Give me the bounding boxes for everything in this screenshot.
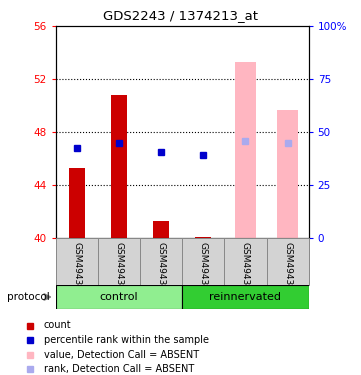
Bar [56, 285, 182, 309]
Bar [153, 221, 169, 238]
Bar [195, 237, 211, 238]
Text: reinnervated: reinnervated [209, 292, 282, 302]
Bar [266, 238, 309, 285]
Text: GSM49437: GSM49437 [283, 242, 292, 291]
Text: GSM49434: GSM49434 [115, 242, 123, 291]
Text: control: control [100, 292, 138, 302]
Bar [111, 95, 127, 238]
Text: GSM49436: GSM49436 [157, 242, 166, 291]
Text: GSM49433: GSM49433 [199, 242, 208, 291]
Text: value, Detection Call = ABSENT: value, Detection Call = ABSENT [44, 350, 199, 360]
Bar [182, 285, 309, 309]
Bar [56, 238, 98, 285]
Bar [277, 110, 298, 238]
Bar [98, 238, 140, 285]
Bar [235, 62, 256, 238]
Text: GDS2243 / 1374213_at: GDS2243 / 1374213_at [103, 9, 258, 22]
Text: GSM49435: GSM49435 [241, 242, 250, 291]
Bar [225, 238, 266, 285]
Text: rank, Detection Call = ABSENT: rank, Detection Call = ABSENT [44, 364, 194, 374]
Bar [182, 238, 225, 285]
Text: percentile rank within the sample: percentile rank within the sample [44, 335, 209, 345]
Bar [69, 168, 85, 238]
Text: protocol: protocol [7, 292, 50, 302]
Text: GSM49432: GSM49432 [73, 242, 82, 291]
Text: count: count [44, 321, 71, 330]
Bar [140, 238, 182, 285]
